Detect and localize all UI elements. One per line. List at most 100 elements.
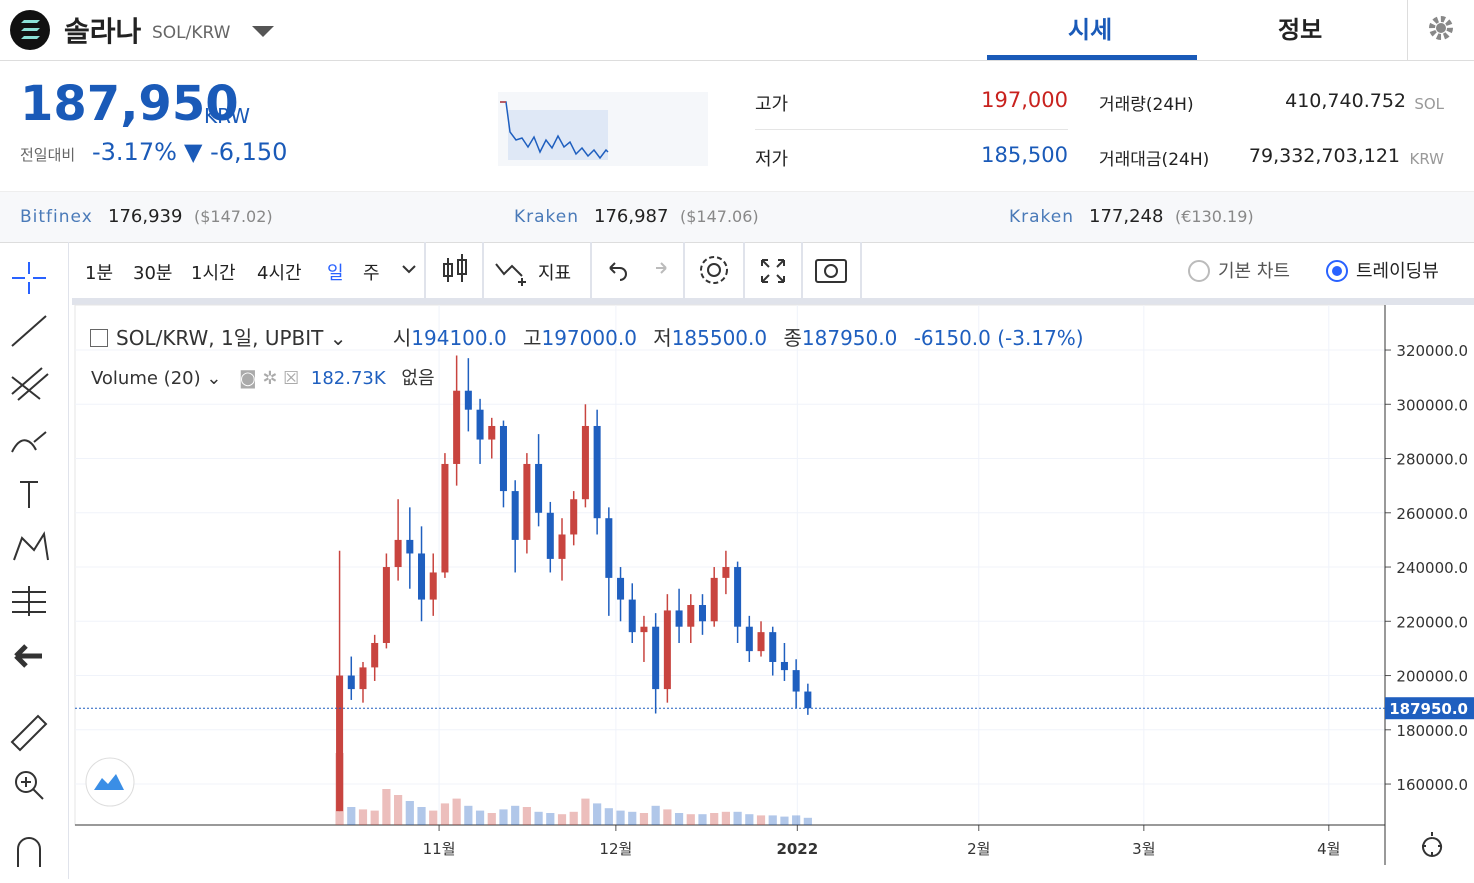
candle-body: [804, 691, 812, 709]
dropdown[interactable]: [252, 26, 274, 38]
interval[interactable]: 1시간: [191, 263, 236, 284]
change: ▼ -6,150: [184, 138, 288, 166]
candle-body: [418, 553, 426, 600]
volume-label: Volume (20): [91, 368, 201, 389]
candle-body: [406, 539, 414, 554]
volume-bar: [358, 809, 368, 825]
exchange-bar: Bitfinex 176,939 ($147.02) Kraken 176,98…: [0, 191, 1474, 243]
volume-icons[interactable]: ◙ ✲ ☒: [239, 368, 300, 389]
price: 187,950: [20, 76, 239, 132]
volume-bar: [347, 807, 356, 825]
volume-bar: [534, 811, 543, 825]
volume-bar: [405, 801, 414, 825]
ohlc-label: 시: [392, 326, 412, 350]
volume-bar: [499, 809, 508, 825]
interval[interactable]: 1분: [85, 263, 114, 284]
change-pct: -3.17%: [92, 138, 177, 166]
exchange-name: Bitfinex: [20, 207, 93, 227]
ohlc-value: 185500.0: [671, 326, 768, 350]
view-option[interactable]: 기본 차트: [1218, 261, 1290, 282]
y-tick-label: 260000.0: [1396, 505, 1468, 523]
y-tick-label: 320000.0: [1396, 342, 1468, 360]
candle-body: [488, 425, 496, 440]
volume-bar: [768, 815, 777, 825]
coin-name: 솔라나: [64, 15, 142, 48]
interval[interactable]: 일: [327, 263, 344, 284]
price-unit: KRW: [204, 104, 250, 128]
candle-body: [347, 675, 355, 690]
volume-bar: [417, 807, 426, 825]
candle-body: [769, 632, 777, 662]
volume-bar: [721, 811, 730, 825]
divider: [755, 129, 1068, 130]
volume-bar: [382, 789, 391, 825]
gear: [1422, 832, 1443, 857]
exchange-name: Kraken: [514, 207, 580, 227]
candle-body: [429, 572, 437, 600]
volume-bar: [686, 814, 695, 825]
y-tick-label: 180000.0: [1396, 722, 1468, 740]
toolbar-icons[interactable]: [72, 242, 1474, 298]
candle-body: [722, 567, 730, 578]
candle-body: [499, 425, 507, 492]
candle-body: [734, 567, 742, 627]
change: -6150.0 (-3.17%): [913, 326, 1084, 350]
stat-label: 거래대금(24H): [1099, 150, 1210, 170]
drawing-tools[interactable]: [0, 242, 68, 879]
candle-body: [511, 491, 519, 540]
view-option[interactable]: 트레이딩뷰: [1356, 261, 1439, 282]
candle-body: [359, 667, 367, 690]
stat-label: 거래량(24H): [1099, 95, 1194, 115]
volume-bar: [639, 813, 649, 825]
candle-body: [523, 463, 531, 540]
exchange-alt: ($147.02): [194, 207, 273, 226]
interval[interactable]: 4시간: [257, 263, 302, 284]
stat-value: 185,500: [981, 143, 1068, 167]
exchange-price: 177,248: [1089, 206, 1164, 227]
interval[interactable]: 30분: [133, 263, 173, 284]
volume-bar: [663, 809, 672, 825]
pair: SOL/KRW: [152, 23, 231, 43]
volume-bar: [452, 798, 461, 825]
candle-body: [336, 675, 344, 812]
volume-bar: [522, 807, 531, 825]
ohlc-value: 187950.0: [801, 326, 898, 350]
volume-bar: [651, 805, 660, 825]
volume-bar: [698, 814, 707, 825]
volume-bar: [604, 808, 613, 825]
candle-body: [535, 463, 543, 513]
tab-indicator: [987, 55, 1197, 60]
candle-body: [687, 605, 695, 627]
volume-bar: [780, 816, 789, 825]
volume-bar: [803, 817, 812, 825]
chart-legend: SOL/KRW, 1일, UPBIT ⌄ 시194100.0 고197000.0…: [90, 322, 1084, 351]
last-price-tag: [1385, 697, 1474, 720]
interval[interactable]: 주: [363, 263, 380, 284]
exchange-price: 176,939: [108, 206, 183, 227]
tv-logo-icon: [94, 774, 124, 790]
candle-body: [464, 390, 472, 410]
volume-bar: [370, 810, 379, 825]
candle-body: [628, 599, 636, 633]
candle-body: [675, 610, 683, 627]
x-tick-label: 12월: [599, 840, 632, 858]
volume-bar: [557, 814, 567, 825]
indicator[interactable]: 지표: [538, 263, 572, 284]
collapse[interactable]: [90, 329, 108, 347]
y-tick-label: 240000.0: [1396, 559, 1468, 577]
volume-bar: [792, 815, 801, 825]
candle-body: [371, 642, 379, 668]
tab[interactable]: 시세: [1068, 16, 1113, 44]
candle-body: [558, 534, 566, 559]
stat-unit: SOL: [1414, 95, 1444, 113]
candle-body: [652, 626, 660, 690]
volume-bar: [733, 811, 742, 825]
tab[interactable]: 정보: [1278, 16, 1323, 44]
volume-bar: [710, 813, 719, 825]
sparkline: [498, 92, 708, 166]
exchange-alt: ($147.06): [680, 207, 759, 226]
settings[interactable]: [1428, 15, 1454, 41]
candle-body: [441, 463, 449, 573]
y-tick-label: 160000.0: [1396, 776, 1468, 794]
